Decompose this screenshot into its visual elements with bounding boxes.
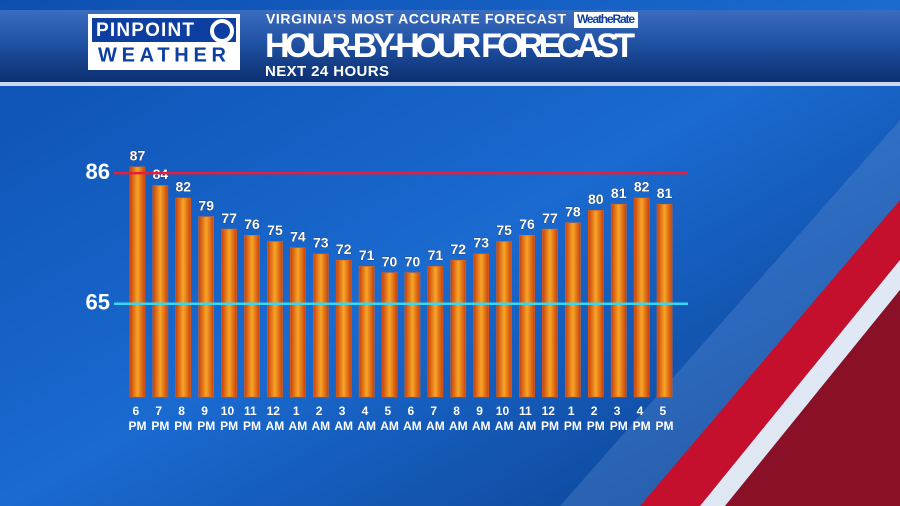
x-tick-label: 9 AM [472,404,491,433]
bar [129,166,146,398]
value-label: 75 [496,222,512,238]
x-tick-label: 10 PM [220,404,238,433]
x-tick-label: 2 AM [311,404,330,433]
bar [290,247,306,398]
value-label: 82 [634,179,650,195]
value-label: 73 [473,235,489,251]
chart-subtitle: NEXT 24 HOURS [265,63,389,80]
x-tick-label: 9 PM [197,404,215,433]
value-label: 81 [611,185,627,201]
value-label: 72 [336,241,352,257]
bar [152,185,169,398]
value-label: 87 [130,148,146,164]
value-label: 81 [657,185,673,201]
bar [656,203,673,398]
bar [610,203,627,398]
y-tick-label: 86 [86,159,110,184]
x-tick-label: 5 PM [656,404,674,433]
chart-title: HOUR-BY-HOUR FORECAST [265,27,635,65]
bar [312,253,329,398]
value-label: 70 [382,253,398,269]
x-tick-label: 10 AM [495,404,514,433]
x-tick-label: 3 PM [610,404,628,433]
value-label: 71 [428,247,444,263]
value-label: 70 [405,253,421,269]
value-label: 73 [313,235,329,251]
bar [381,272,398,398]
x-tick-label: 7 AM [426,404,445,433]
bar [358,266,375,398]
x-tick-label: 5 AM [380,404,399,433]
bar [542,228,558,398]
value-label: 78 [565,204,581,220]
value-label: 72 [451,241,467,257]
x-tick-label: 12 PM [541,404,559,433]
x-tick-label: 6 AM [403,404,422,433]
value-label: 76 [519,216,535,232]
value-label: 75 [267,222,283,238]
x-tick-label: 8 AM [449,404,468,433]
value-label: 82 [176,179,192,195]
bar [633,197,650,398]
bar [267,241,283,398]
value-label: 76 [244,216,260,232]
value-label: 80 [588,191,604,207]
x-tick-label: 7 PM [151,404,169,433]
x-tick-label: 4 AM [357,404,376,433]
x-tick-label: 2 PM [587,404,605,433]
bar [198,216,215,398]
x-tick-label: 8 PM [174,404,192,433]
bar [565,222,581,398]
badge: WeatheRate [577,12,635,26]
x-tick-label: 3 AM [334,404,353,433]
stripe [725,290,900,506]
logo-mark [210,19,234,43]
x-tick-label: 1 AM [289,404,308,433]
x-tick-label: 11 PM [243,404,261,433]
bar [519,235,535,398]
stripe [640,200,900,506]
bar [450,259,467,398]
stripe [700,260,900,506]
x-tick-label: 12 AM [266,404,285,433]
bar [244,235,260,398]
tagline: VIRGINIA'S MOST ACCURATE FORECAST [266,11,566,27]
y-tick-label: 65 [86,290,110,315]
value-label: 77 [542,210,558,226]
value-label: 79 [198,197,214,213]
header-edge [0,82,900,86]
value-label: 74 [290,228,306,244]
x-tick-label: 4 PM [633,404,651,433]
brand-bottom: WEATHER [98,44,227,66]
x-tick-label: 1 PM [564,404,582,433]
bar [473,253,490,398]
value-label: 71 [359,247,375,263]
x-tick-label: 11 AM [518,404,537,433]
bar [427,266,444,398]
bar [404,272,421,398]
bar [496,241,512,398]
bar [221,228,237,398]
bar [335,259,352,398]
value-label: 77 [221,210,237,226]
x-tick-label: 6 PM [128,404,146,433]
bar [175,197,192,398]
brand-top: PINPOINT [96,20,194,41]
badge-box [574,12,638,28]
